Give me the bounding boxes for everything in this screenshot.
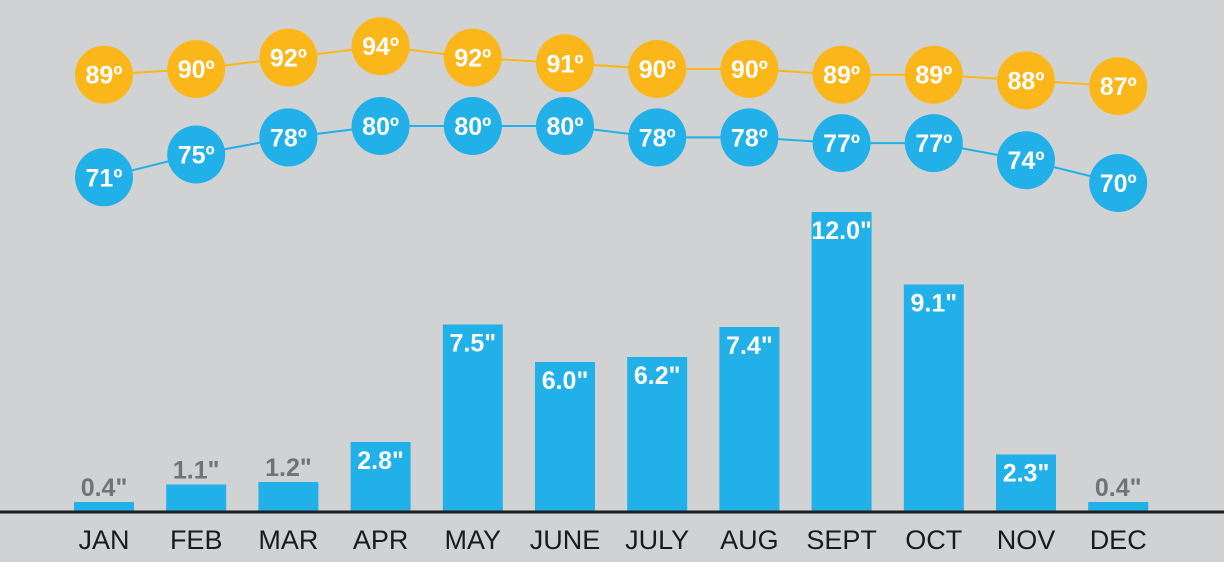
- high-temp-point-dec: [1089, 57, 1148, 116]
- precip-label-july: 6.2": [634, 362, 681, 390]
- precip-bar-jan: [74, 502, 134, 512]
- low-temp-point-oct: [904, 114, 963, 173]
- low-temp-point-may: [443, 97, 502, 155]
- precip-bar-nov: [996, 454, 1056, 512]
- precip-label-feb: 1.1": [173, 457, 220, 485]
- precip-label-mar: 1.2": [265, 454, 312, 482]
- high-temp-label-oct: 89º: [915, 62, 952, 90]
- low-temp-label-sept: 77º: [823, 130, 860, 158]
- month-label-jan: JAN: [78, 525, 129, 555]
- month-label-feb: FEB: [170, 525, 223, 555]
- precip-label-nov: 2.3": [1003, 460, 1050, 488]
- low-temp-point-dec: [1089, 154, 1148, 212]
- high-temp-point-feb: [167, 40, 226, 98]
- month-label-aug: AUG: [720, 525, 779, 555]
- low-temp-point-aug: [720, 108, 779, 167]
- low-temp-point-june: [536, 97, 594, 155]
- precip-bar-aug: [719, 327, 780, 512]
- precip-bar-feb: [166, 484, 227, 512]
- high-temp-label-dec: 87º: [1100, 73, 1137, 101]
- precip-label-aug: 7.4": [726, 332, 773, 360]
- high-temp-point-mar: [259, 28, 318, 87]
- low-temp-point-mar: [259, 108, 318, 167]
- high-temp-point-june: [536, 34, 594, 93]
- low-temp-label-dec: 70º: [1100, 170, 1137, 198]
- month-label-july: JULY: [625, 525, 689, 555]
- high-temp-label-nov: 88º: [1008, 67, 1045, 95]
- precip-bar-dec: [1088, 502, 1149, 512]
- low-temp-label-may: 80º: [454, 113, 491, 141]
- low-temp-point-sept: [812, 114, 871, 173]
- precip-label-june: 6.0": [542, 367, 589, 395]
- month-label-may: MAY: [445, 525, 502, 555]
- precip-label-oct: 9.1": [910, 290, 957, 318]
- high-temp-label-apr: 94º: [362, 33, 399, 61]
- precip-bar-sept: [811, 212, 872, 512]
- low-temp-point-apr: [351, 97, 410, 155]
- high-temp-point-oct: [904, 45, 963, 104]
- month-label-oct: OCT: [905, 525, 962, 555]
- high-temp-label-june: 91º: [547, 50, 584, 78]
- precip-bar-apr: [350, 442, 411, 512]
- high-temp-point-apr: [351, 17, 410, 76]
- precip-label-dec: 0.4": [1095, 474, 1142, 502]
- precip-label-sept: 12.0": [811, 217, 872, 245]
- month-label-june: JUNE: [530, 525, 601, 555]
- precip-label-apr: 2.8": [357, 447, 404, 475]
- high-temp-point-may: [443, 28, 502, 87]
- high-temp-label-july: 90º: [639, 56, 676, 84]
- low-temp-point-nov: [997, 131, 1055, 190]
- high-temp-label-may: 92º: [454, 45, 491, 73]
- low-temp-point-july: [628, 108, 687, 167]
- precip-bar-oct: [903, 284, 964, 512]
- low-temp-label-oct: 77º: [915, 130, 952, 158]
- precip-bar-may: [442, 324, 503, 512]
- low-temp-label-aug: 78º: [731, 124, 768, 152]
- high-temp-line: [103, 45, 1119, 88]
- low-temp-label-apr: 80º: [362, 113, 399, 141]
- high-temp-point-jan: [75, 45, 133, 104]
- month-label-mar: MAR: [258, 525, 318, 555]
- low-temp-label-feb: 75º: [178, 142, 215, 170]
- low-temp-label-june: 80º: [547, 113, 584, 141]
- month-label-nov: NOV: [997, 525, 1056, 555]
- precip-bar-mar: [258, 482, 319, 512]
- high-temp-label-aug: 90º: [731, 56, 768, 84]
- high-temp-point-sept: [812, 45, 871, 104]
- low-temp-line: [103, 125, 1119, 184]
- precip-bar-june: [535, 362, 595, 512]
- low-temp-label-jan: 71º: [86, 164, 123, 192]
- high-temp-label-mar: 92º: [270, 45, 307, 73]
- low-temp-label-nov: 74º: [1008, 147, 1045, 175]
- high-temp-label-jan: 89º: [86, 62, 123, 90]
- low-temp-point-feb: [167, 125, 226, 184]
- low-temp-label-july: 78º: [639, 124, 676, 152]
- precip-bar-july: [627, 357, 688, 512]
- high-temp-point-nov: [997, 51, 1055, 110]
- high-temp-point-july: [628, 40, 687, 98]
- low-temp-label-mar: 78º: [270, 124, 307, 152]
- precip-label-may: 7.5": [449, 330, 496, 358]
- month-label-apr: APR: [353, 525, 409, 555]
- high-temp-label-sept: 89º: [823, 62, 860, 90]
- high-temp-point-aug: [720, 40, 779, 98]
- low-temp-point-jan: [75, 148, 133, 207]
- high-temp-label-feb: 90º: [178, 56, 215, 84]
- precip-label-jan: 0.4": [81, 474, 128, 502]
- month-label-sept: SEPT: [806, 525, 877, 555]
- month-label-dec: DEC: [1090, 525, 1147, 555]
